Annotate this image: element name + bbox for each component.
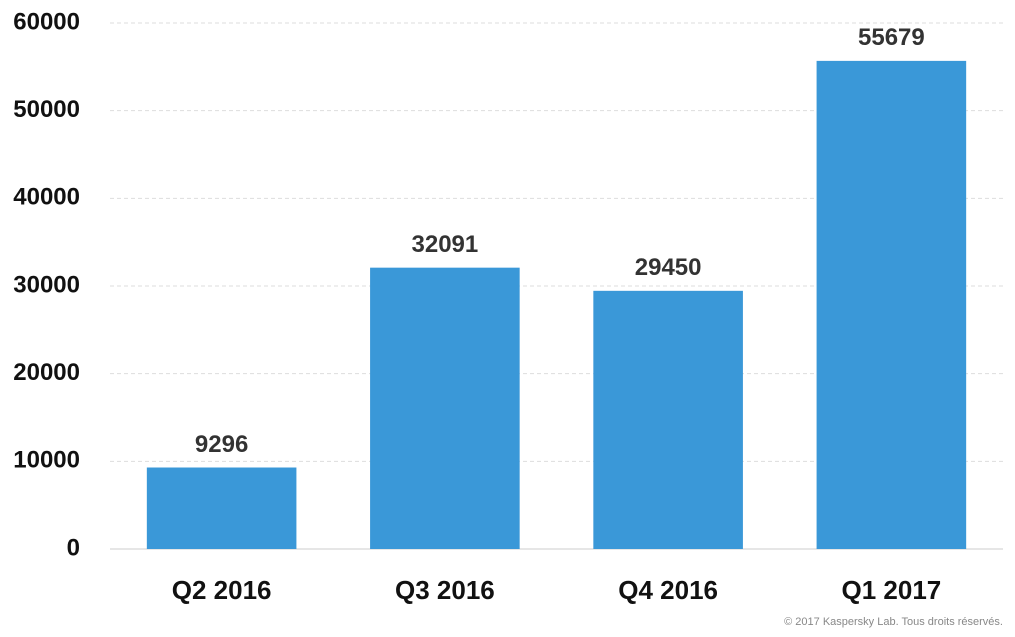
bar bbox=[370, 267, 520, 549]
x-tick-label: Q1 2017 bbox=[842, 575, 942, 605]
y-tick-label: 40000 bbox=[13, 184, 80, 211]
y-tick-label: 30000 bbox=[13, 271, 80, 298]
footnote: © 2017 Kaspersky Lab. Tous droits réserv… bbox=[784, 616, 1003, 628]
y-tick-label: 20000 bbox=[13, 359, 80, 386]
y-tick-label: 0 bbox=[67, 534, 80, 561]
bar bbox=[816, 60, 967, 549]
value-label: 55679 bbox=[858, 24, 925, 51]
x-tick-label: Q2 2016 bbox=[172, 575, 272, 605]
x-tick-label: Q3 2016 bbox=[395, 575, 495, 605]
y-tick-label: 60000 bbox=[13, 8, 80, 35]
bar bbox=[146, 467, 297, 549]
y-tick-label: 50000 bbox=[13, 96, 80, 123]
value-label: 29450 bbox=[635, 254, 702, 281]
value-label: 9296 bbox=[195, 431, 248, 458]
bar bbox=[593, 290, 743, 549]
x-tick-label: Q4 2016 bbox=[618, 575, 718, 605]
y-tick-label: 10000 bbox=[13, 447, 80, 474]
value-label: 32091 bbox=[412, 231, 479, 258]
